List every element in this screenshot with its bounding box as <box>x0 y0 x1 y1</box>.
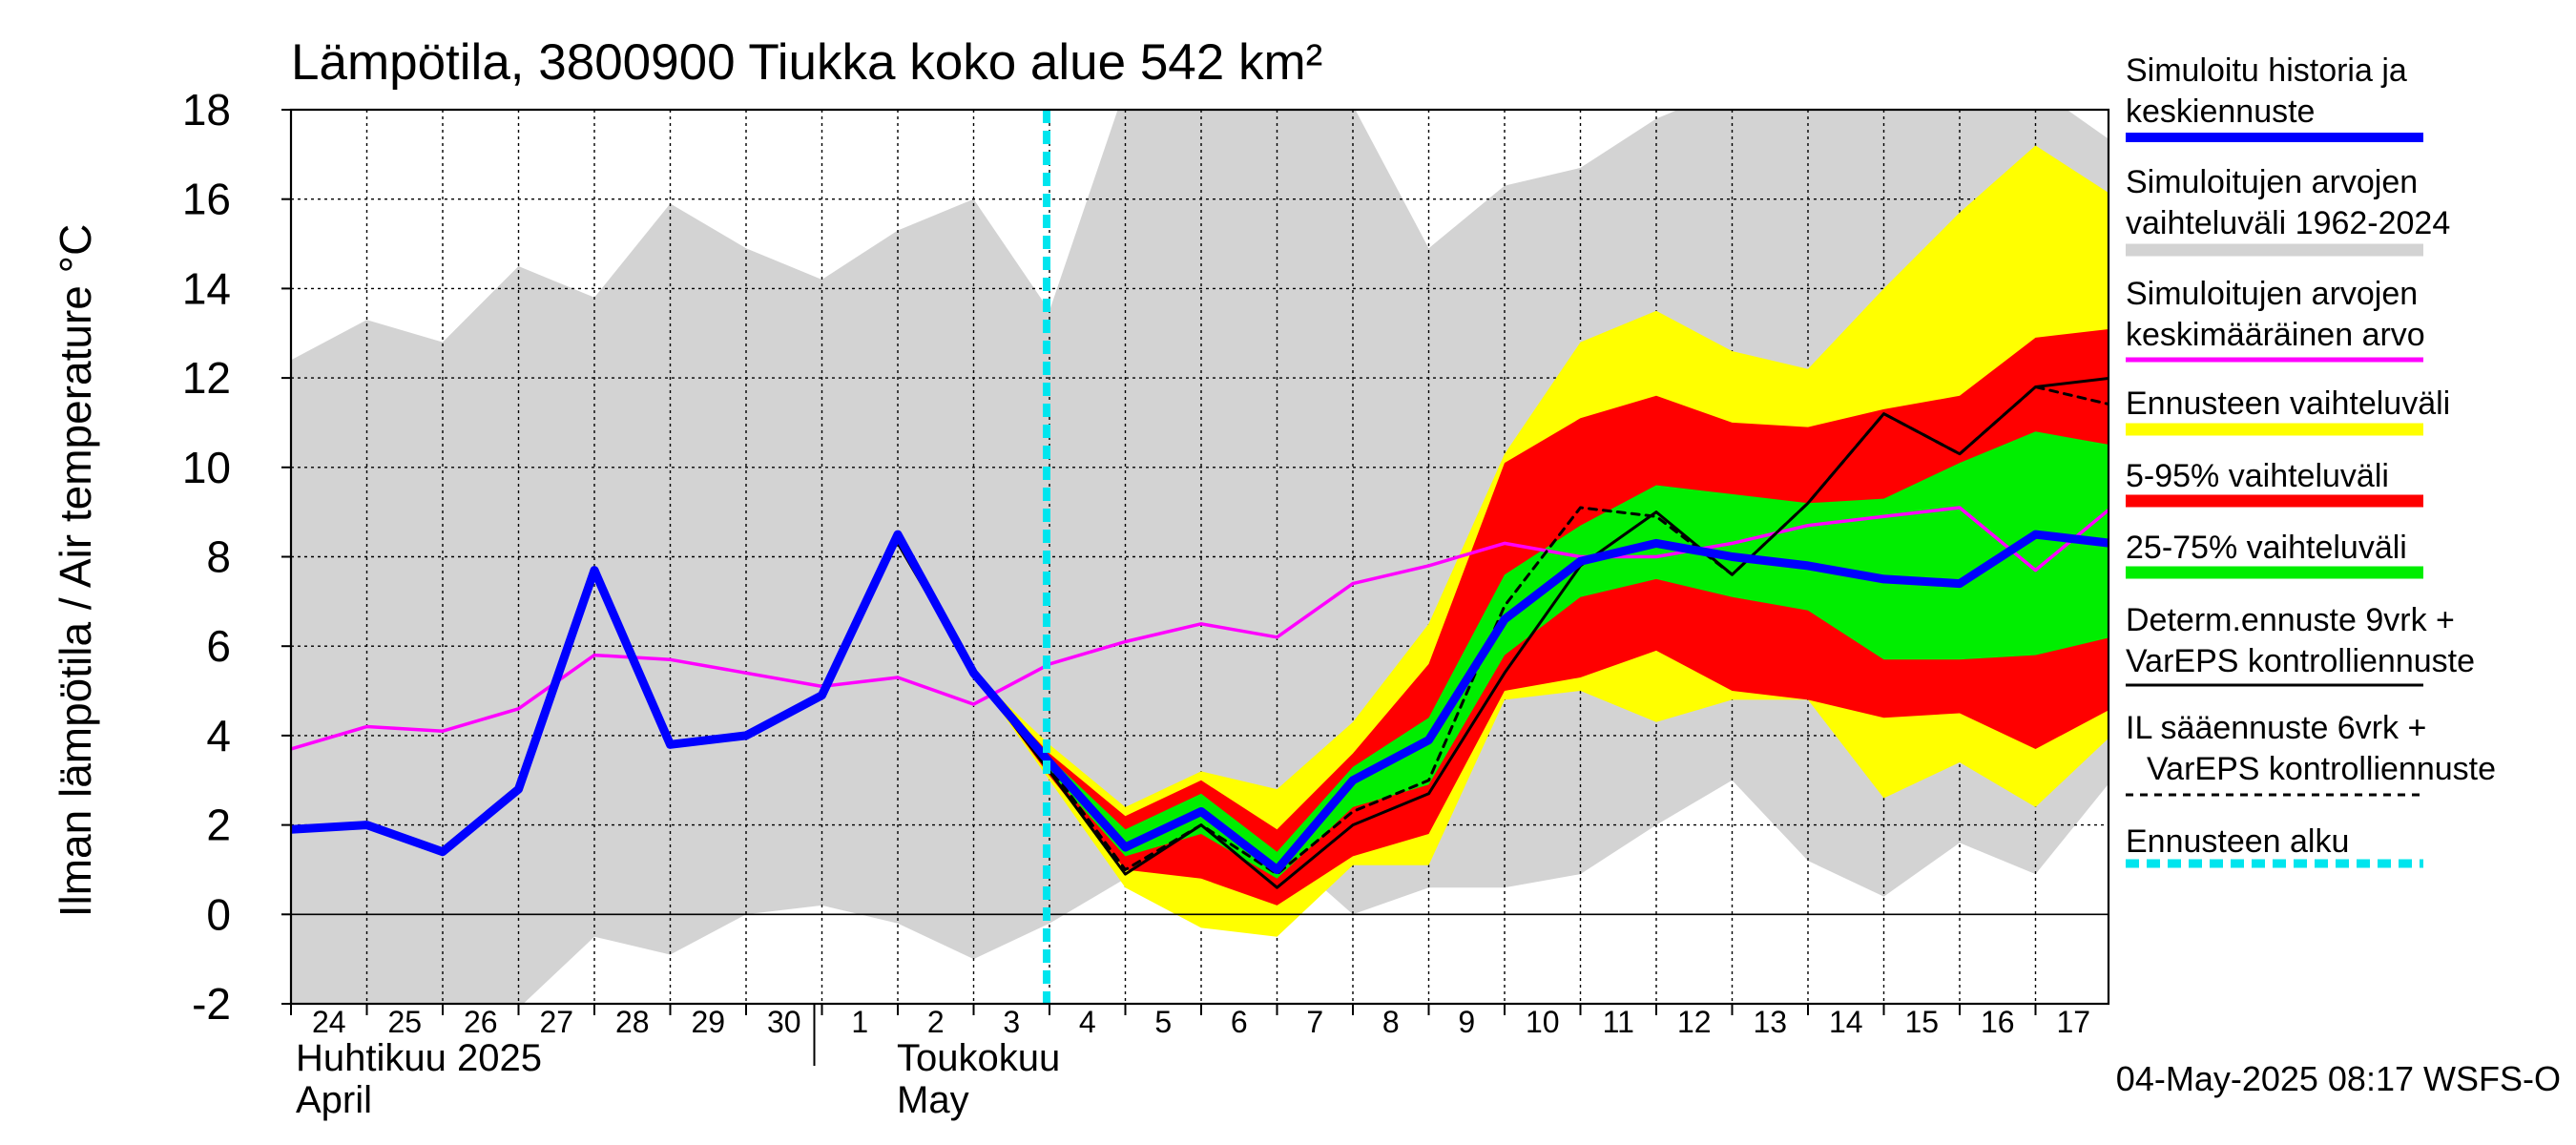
x-tick-label: 15 <box>1904 1005 1939 1039</box>
month-label-en: May <box>897 1079 969 1121</box>
legend-label: Simuloitu historia ja <box>2126 52 2407 89</box>
x-tick-label: 4 <box>1079 1005 1096 1039</box>
y-tick-label: 16 <box>182 175 231 224</box>
grid <box>291 110 2109 1004</box>
x-tick-label: 11 <box>1603 1005 1634 1039</box>
x-tick-label: 24 <box>312 1005 346 1039</box>
x-tick-label: 13 <box>1753 1005 1787 1039</box>
y-tick-label: -2 <box>192 979 231 1029</box>
legend-item: Simuloitujen arvojen vaihteluväli 1962-20… <box>2126 164 2450 257</box>
chart-title: Lämpötila, 3800900 Tiukka koko alue 542 … <box>291 34 1322 91</box>
month-label-en: April <box>296 1079 372 1121</box>
y-tick-label: 4 <box>206 711 231 760</box>
y-tick-label: 6 <box>206 621 231 671</box>
legend-item: Ennusteen alku <box>2126 823 2423 868</box>
x-tick-label: 10 <box>1526 1005 1560 1039</box>
legend-label: Simuloitujen arvojen <box>2126 276 2418 312</box>
legend-label: VarEPS kontrolliennuste <box>2147 751 2496 787</box>
legend-item: 5-95% vaihteluväli <box>2126 458 2423 508</box>
x-tick-label: 28 <box>615 1005 650 1039</box>
x-tick-label: 3 <box>1003 1005 1020 1039</box>
legend: Simuloitu historia jakeskiennusteSimuloi… <box>2126 52 2496 868</box>
x-tick-label: 6 <box>1231 1005 1248 1039</box>
legend-item: Determ.ennuste 9vrk + VarEPS kontrollienn… <box>2126 602 2475 687</box>
x-tick-label: 12 <box>1677 1005 1712 1039</box>
x-tick-label: 14 <box>1829 1005 1863 1039</box>
y-tick-label: 0 <box>206 889 231 939</box>
legend-label: IL sääennuste 6vrk + <box>2126 710 2426 746</box>
legend-label: Ennusteen vaihteluväli <box>2126 385 2450 422</box>
plot-content <box>291 110 2109 1004</box>
x-tick-label: 2 <box>927 1005 945 1039</box>
x-tick-label: 8 <box>1382 1005 1400 1039</box>
legend-label: 5-95% vaihteluväli <box>2126 458 2389 494</box>
range-25-75-band <box>973 431 2109 879</box>
x-tick-label: 16 <box>1981 1005 2015 1039</box>
legend-label: 25-75% vaihteluväli <box>2126 530 2407 566</box>
timestamp: 04-May-2025 08:17 WSFS-O <box>2116 1059 2561 1098</box>
median-series-line <box>291 530 2109 874</box>
x-tick-label: 17 <box>2056 1005 2090 1039</box>
legend-label: Simuloitujen arvojen <box>2126 164 2418 200</box>
x-tick-label: 1 <box>851 1005 868 1039</box>
y-tick-label: 14 <box>182 263 231 313</box>
y-tick-label: 2 <box>206 801 231 850</box>
y-tick-label: 18 <box>182 85 231 135</box>
month-label-fi: Huhtikuu 2025 <box>296 1037 542 1079</box>
y-tick-label: 12 <box>182 353 231 403</box>
x-tick-label: 9 <box>1458 1005 1475 1039</box>
legend-item: IL sääennuste 6vrk + VarEPS kontrolliennu… <box>2126 710 2496 797</box>
legend-item: Simuloitu historia ja keskiennuste <box>2126 52 2423 142</box>
y-tick-label: 10 <box>182 443 231 492</box>
legend-label: Ennusteen alku <box>2126 823 2349 860</box>
mean-series-line <box>291 506 2109 751</box>
legend-label: keskimääräinen arvo <box>2126 317 2425 353</box>
legend-item: Ennusteen vaihteluväli <box>2126 385 2450 436</box>
legend-item: 25-75% vaihteluväli <box>2126 530 2423 579</box>
legend-label: Determ.ennuste 9vrk + <box>2126 602 2455 638</box>
x-tick-label: 7 <box>1306 1005 1323 1039</box>
deterministic-series-line <box>896 376 2109 889</box>
y-axis-label: Ilman lämpötila / Air temperature °C <box>51 224 100 918</box>
month-label-fi: Toukokuu <box>897 1037 1060 1079</box>
il-forecast-series-line <box>972 385 2109 876</box>
legend-label: VarEPS kontrolliennuste <box>2126 643 2475 679</box>
x-tick-label: 25 <box>387 1005 422 1039</box>
x-tick-label: 29 <box>691 1005 725 1039</box>
x-tick-label: 5 <box>1154 1005 1172 1039</box>
legend-item: Simuloitujen arvojen keskimääräinen arvo <box>2126 276 2425 363</box>
x-tick-label: 27 <box>539 1005 573 1039</box>
x-tick-label: 26 <box>464 1005 498 1039</box>
legend-label: keskiennuste <box>2126 94 2315 130</box>
legend-label: vaihteluväli 1962-2024 <box>2126 205 2450 241</box>
y-tick-label: 8 <box>206 532 231 582</box>
plot-area <box>291 110 2109 1004</box>
x-tick-label: 30 <box>767 1005 801 1039</box>
